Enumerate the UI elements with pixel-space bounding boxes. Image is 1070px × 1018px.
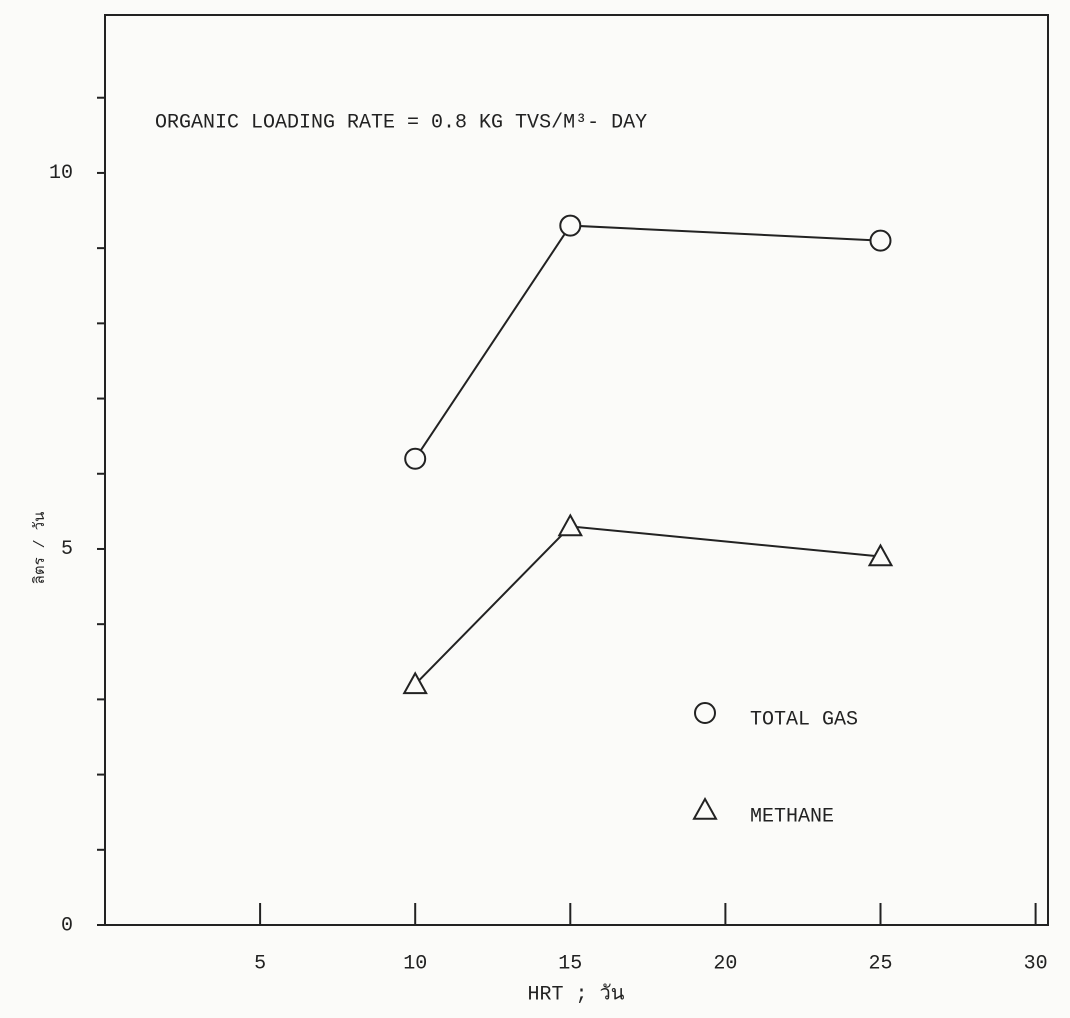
legend-label: TOTAL GAS: [750, 708, 858, 731]
x-tick-label: 15: [558, 952, 582, 975]
legend-marker: [695, 703, 715, 723]
x-tick-label: 5: [254, 952, 266, 975]
x-tick-label: 25: [868, 952, 892, 975]
x-tick-label: 10: [403, 952, 427, 975]
y-axis-label: ลิตร / วัน: [31, 512, 49, 585]
legend-label: METHANE: [750, 805, 834, 828]
chart: ORGANIC LOADING RATE = 0.8 KG TVS/M³- DA…: [0, 0, 1070, 1018]
y-tick-label: 0: [61, 914, 73, 937]
series-line: [415, 226, 880, 459]
annotation: ORGANIC LOADING RATE = 0.8 KG TVS/M³- DA…: [155, 111, 647, 134]
page: ORGANIC LOADING RATE = 0.8 KG TVS/M³- DA…: [0, 0, 1070, 1018]
data-point: [405, 449, 425, 469]
series-line: [415, 526, 880, 684]
x-tick-label: 20: [713, 952, 737, 975]
data-point: [870, 231, 890, 251]
y-tick-label: 5: [61, 538, 73, 561]
legend-marker: [694, 799, 716, 819]
y-tick-label: 10: [49, 162, 73, 185]
x-tick-label: 30: [1024, 952, 1048, 975]
x-axis-label: HRT ; วัน: [528, 983, 625, 1006]
plot-frame: [105, 15, 1048, 925]
data-point: [559, 515, 581, 535]
data-point: [560, 216, 580, 236]
